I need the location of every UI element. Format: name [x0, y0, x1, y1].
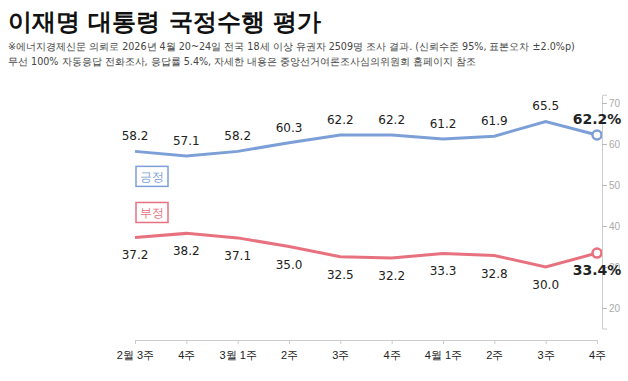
x-tick-label: 4주: [178, 349, 195, 361]
x-tick: 4주: [384, 340, 401, 361]
x-tick-label: 4주: [589, 349, 606, 361]
y-axis: 203040506070: [602, 95, 621, 329]
x-tick-mark: [392, 340, 393, 344]
series-line: [135, 233, 597, 267]
x-tick-label: 2주: [281, 349, 298, 361]
x-tick-mark: [443, 340, 444, 344]
subtitle: 무선 100% 자동응답 전화조사, 응답률 5.4%, 자세한 내용은 중앙선…: [8, 56, 476, 67]
data-label: 62.2: [378, 113, 405, 127]
y-tick-label: 70: [609, 98, 621, 109]
data-label: 65.5: [532, 99, 559, 113]
series-label-box: [136, 202, 168, 222]
end-marker: [593, 130, 602, 139]
data-label: 30.0: [532, 278, 559, 292]
y-tick: 50: [602, 180, 621, 191]
x-tick: 3월 1주: [220, 340, 257, 361]
end-marker: [593, 249, 602, 258]
x-tick: 2주: [281, 340, 298, 361]
subtitle: ※에너지경제신문 의뢰로 2026년 4월 20~24일 전국 18세 이상 유…: [8, 41, 575, 52]
x-tick-label: 4월 1주: [425, 349, 462, 361]
data-label: 37.2: [122, 248, 149, 262]
x-tick-mark: [546, 340, 547, 344]
y-tick-label: 50: [609, 180, 621, 191]
series-label-text: 부정: [140, 206, 164, 220]
data-label: 37.1: [224, 249, 251, 263]
chart: 이재명 대통령 국정수행 평가 ※에너지경제신문 의뢰로 2026년 4월 20~…: [0, 0, 628, 381]
x-tick: 2월 3주: [117, 340, 154, 361]
title: 이재명 대통령 국정수행 평가: [8, 8, 321, 36]
series-label: 긍정: [136, 166, 168, 186]
data-label: 38.2: [173, 244, 200, 258]
x-tick-mark: [340, 340, 341, 344]
x-tick-mark: [238, 340, 239, 344]
data-label: 62.2%: [573, 111, 622, 127]
series-line: [135, 121, 597, 155]
data-label: 33.4%: [573, 262, 622, 278]
y-tick-label: 20: [609, 303, 621, 314]
y-tick-label: 60: [609, 139, 621, 150]
y-axis-line: [603, 95, 608, 329]
data-label: 60.3: [276, 121, 303, 135]
y-tick: 40: [602, 221, 621, 232]
data-label: 61.2: [430, 117, 457, 131]
x-tick-mark: [289, 340, 290, 344]
x-tick: 2주: [486, 340, 503, 361]
data-label: 58.2: [122, 129, 149, 143]
x-tick-label: 3주: [538, 349, 555, 361]
data-label: 32.2: [378, 269, 405, 283]
y-tick-mark: [602, 308, 607, 309]
x-tick: 3주: [332, 340, 349, 361]
data-label: 35.0: [276, 258, 303, 272]
y-tick-mark: [602, 226, 607, 227]
x-tick-mark: [494, 340, 495, 344]
data-label: 57.1: [173, 134, 200, 148]
x-axis-line: [136, 341, 598, 345]
x-tick-label: 2주: [486, 349, 503, 361]
y-tick-mark: [602, 144, 607, 145]
series-label-text: 긍정: [140, 170, 164, 184]
y-tick-label: 40: [609, 221, 621, 232]
x-tick: 4월 1주: [425, 340, 462, 361]
x-tick: 4주: [178, 340, 195, 361]
x-tick: 3주: [538, 340, 555, 361]
y-tick: 20: [602, 303, 621, 314]
x-axis: 2월 3주 4주 3월 1주 2주 3주 4주 4월 1주 2주 3주 4주: [117, 340, 606, 361]
x-tick-mark: [135, 340, 136, 344]
data-label: 61.9: [481, 114, 508, 128]
x-tick-label: 2월 3주: [117, 349, 154, 361]
data-label: 32.5: [327, 268, 354, 282]
x-tick-mark: [186, 340, 187, 344]
x-tick-label: 3월 1주: [220, 349, 257, 361]
y-tick: 60: [602, 139, 621, 150]
y-tick-mark: [602, 103, 607, 104]
data-label: 62.2: [327, 113, 354, 127]
data-label: 58.2: [224, 129, 251, 143]
x-tick-label: 3주: [332, 349, 349, 361]
x-tick: 4주: [589, 340, 606, 361]
x-tick-label: 4주: [384, 349, 401, 361]
data-label: 33.3: [430, 264, 457, 278]
y-tick: 70: [602, 98, 621, 109]
series-label-box: [136, 166, 168, 186]
data-label: 32.8: [481, 267, 508, 281]
x-tick-mark: [597, 340, 598, 344]
series-label: 부정: [136, 202, 168, 222]
y-tick-mark: [602, 185, 607, 186]
plot-area: [135, 121, 602, 267]
